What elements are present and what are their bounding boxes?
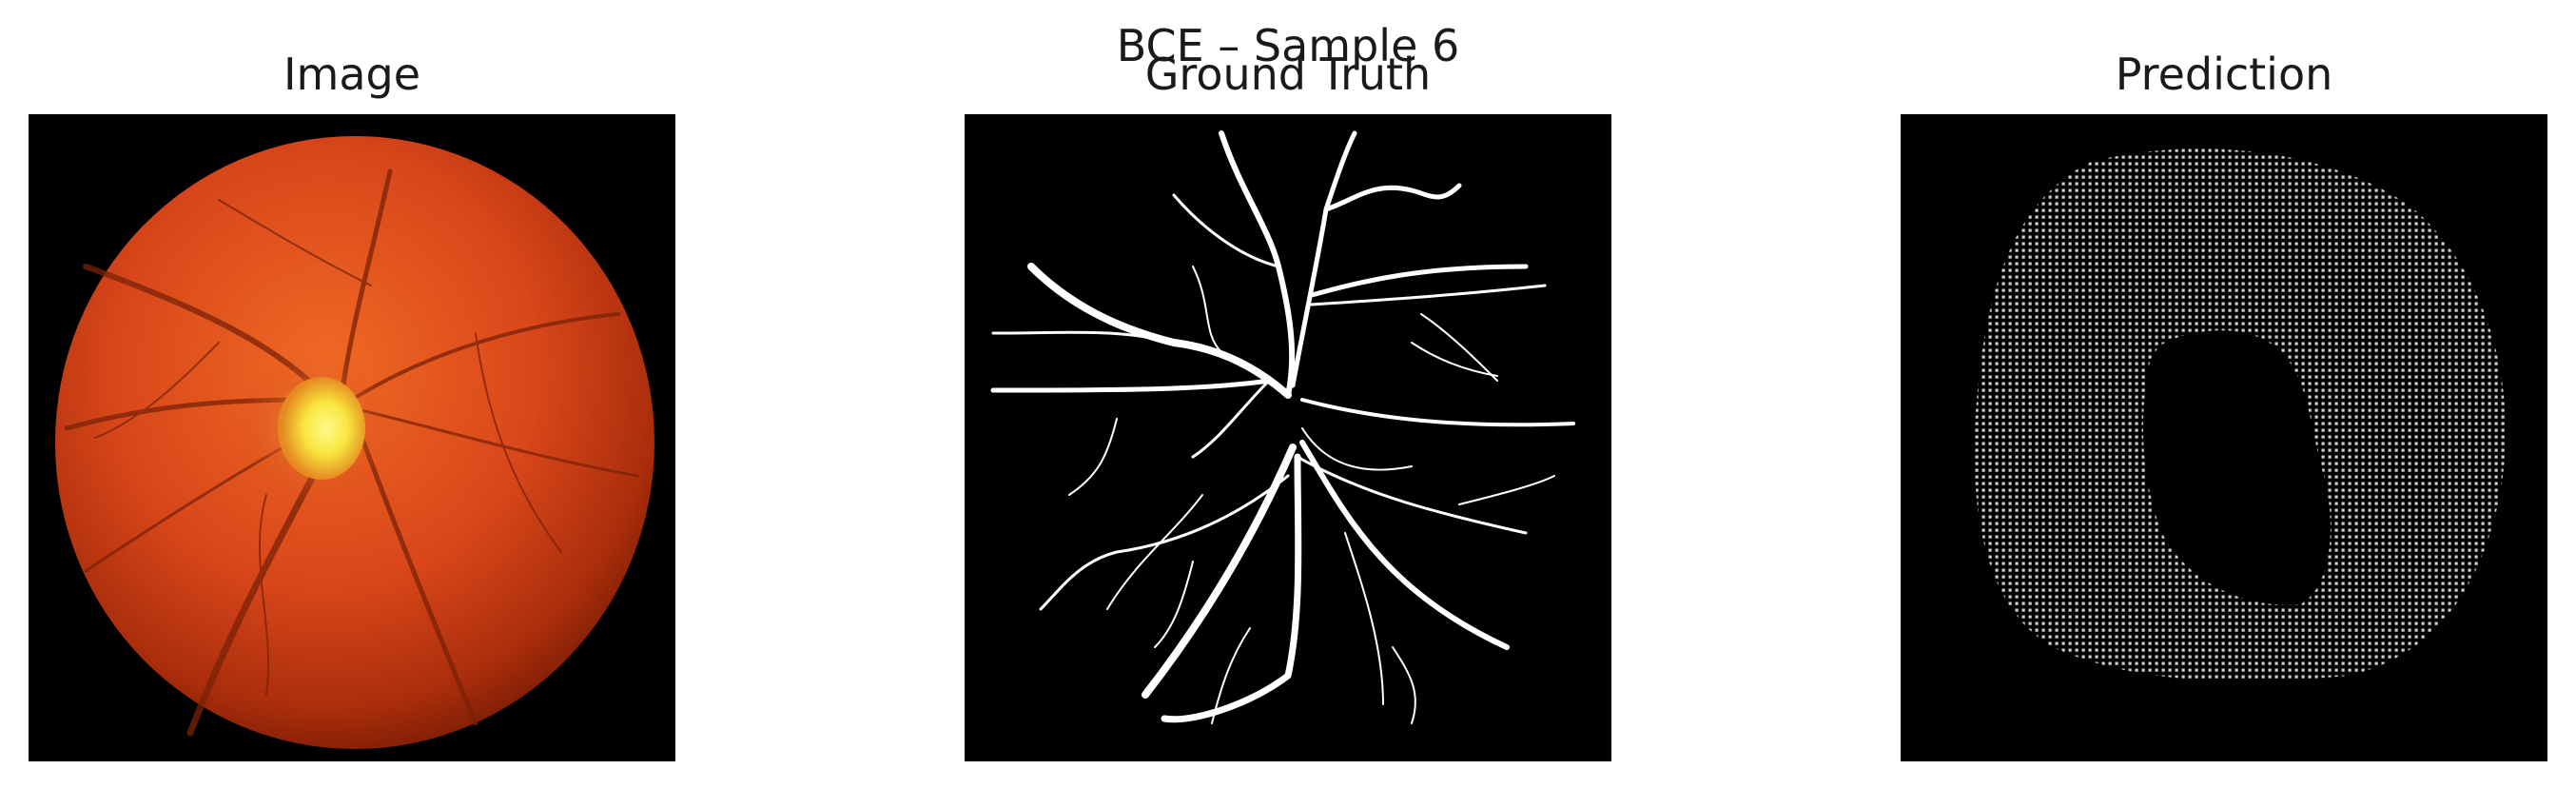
fundus-image-panel	[29, 114, 675, 761]
vessel-tree	[990, 130, 1575, 724]
prediction-panel	[1901, 114, 2547, 761]
ground-truth-panel-title: Ground Truth	[1144, 49, 1432, 100]
ground-truth-panel	[965, 114, 1611, 761]
prediction-mask	[1901, 114, 2547, 761]
fundus-image	[29, 114, 675, 761]
prediction-panel-title: Prediction	[2115, 49, 2333, 100]
figure-title: BCE – Sample 6	[1116, 20, 1460, 71]
image-panel-title: Image	[283, 49, 421, 100]
prediction-ring	[1974, 148, 2506, 681]
optic-disc	[278, 377, 365, 480]
ground-truth-mask	[965, 114, 1611, 761]
